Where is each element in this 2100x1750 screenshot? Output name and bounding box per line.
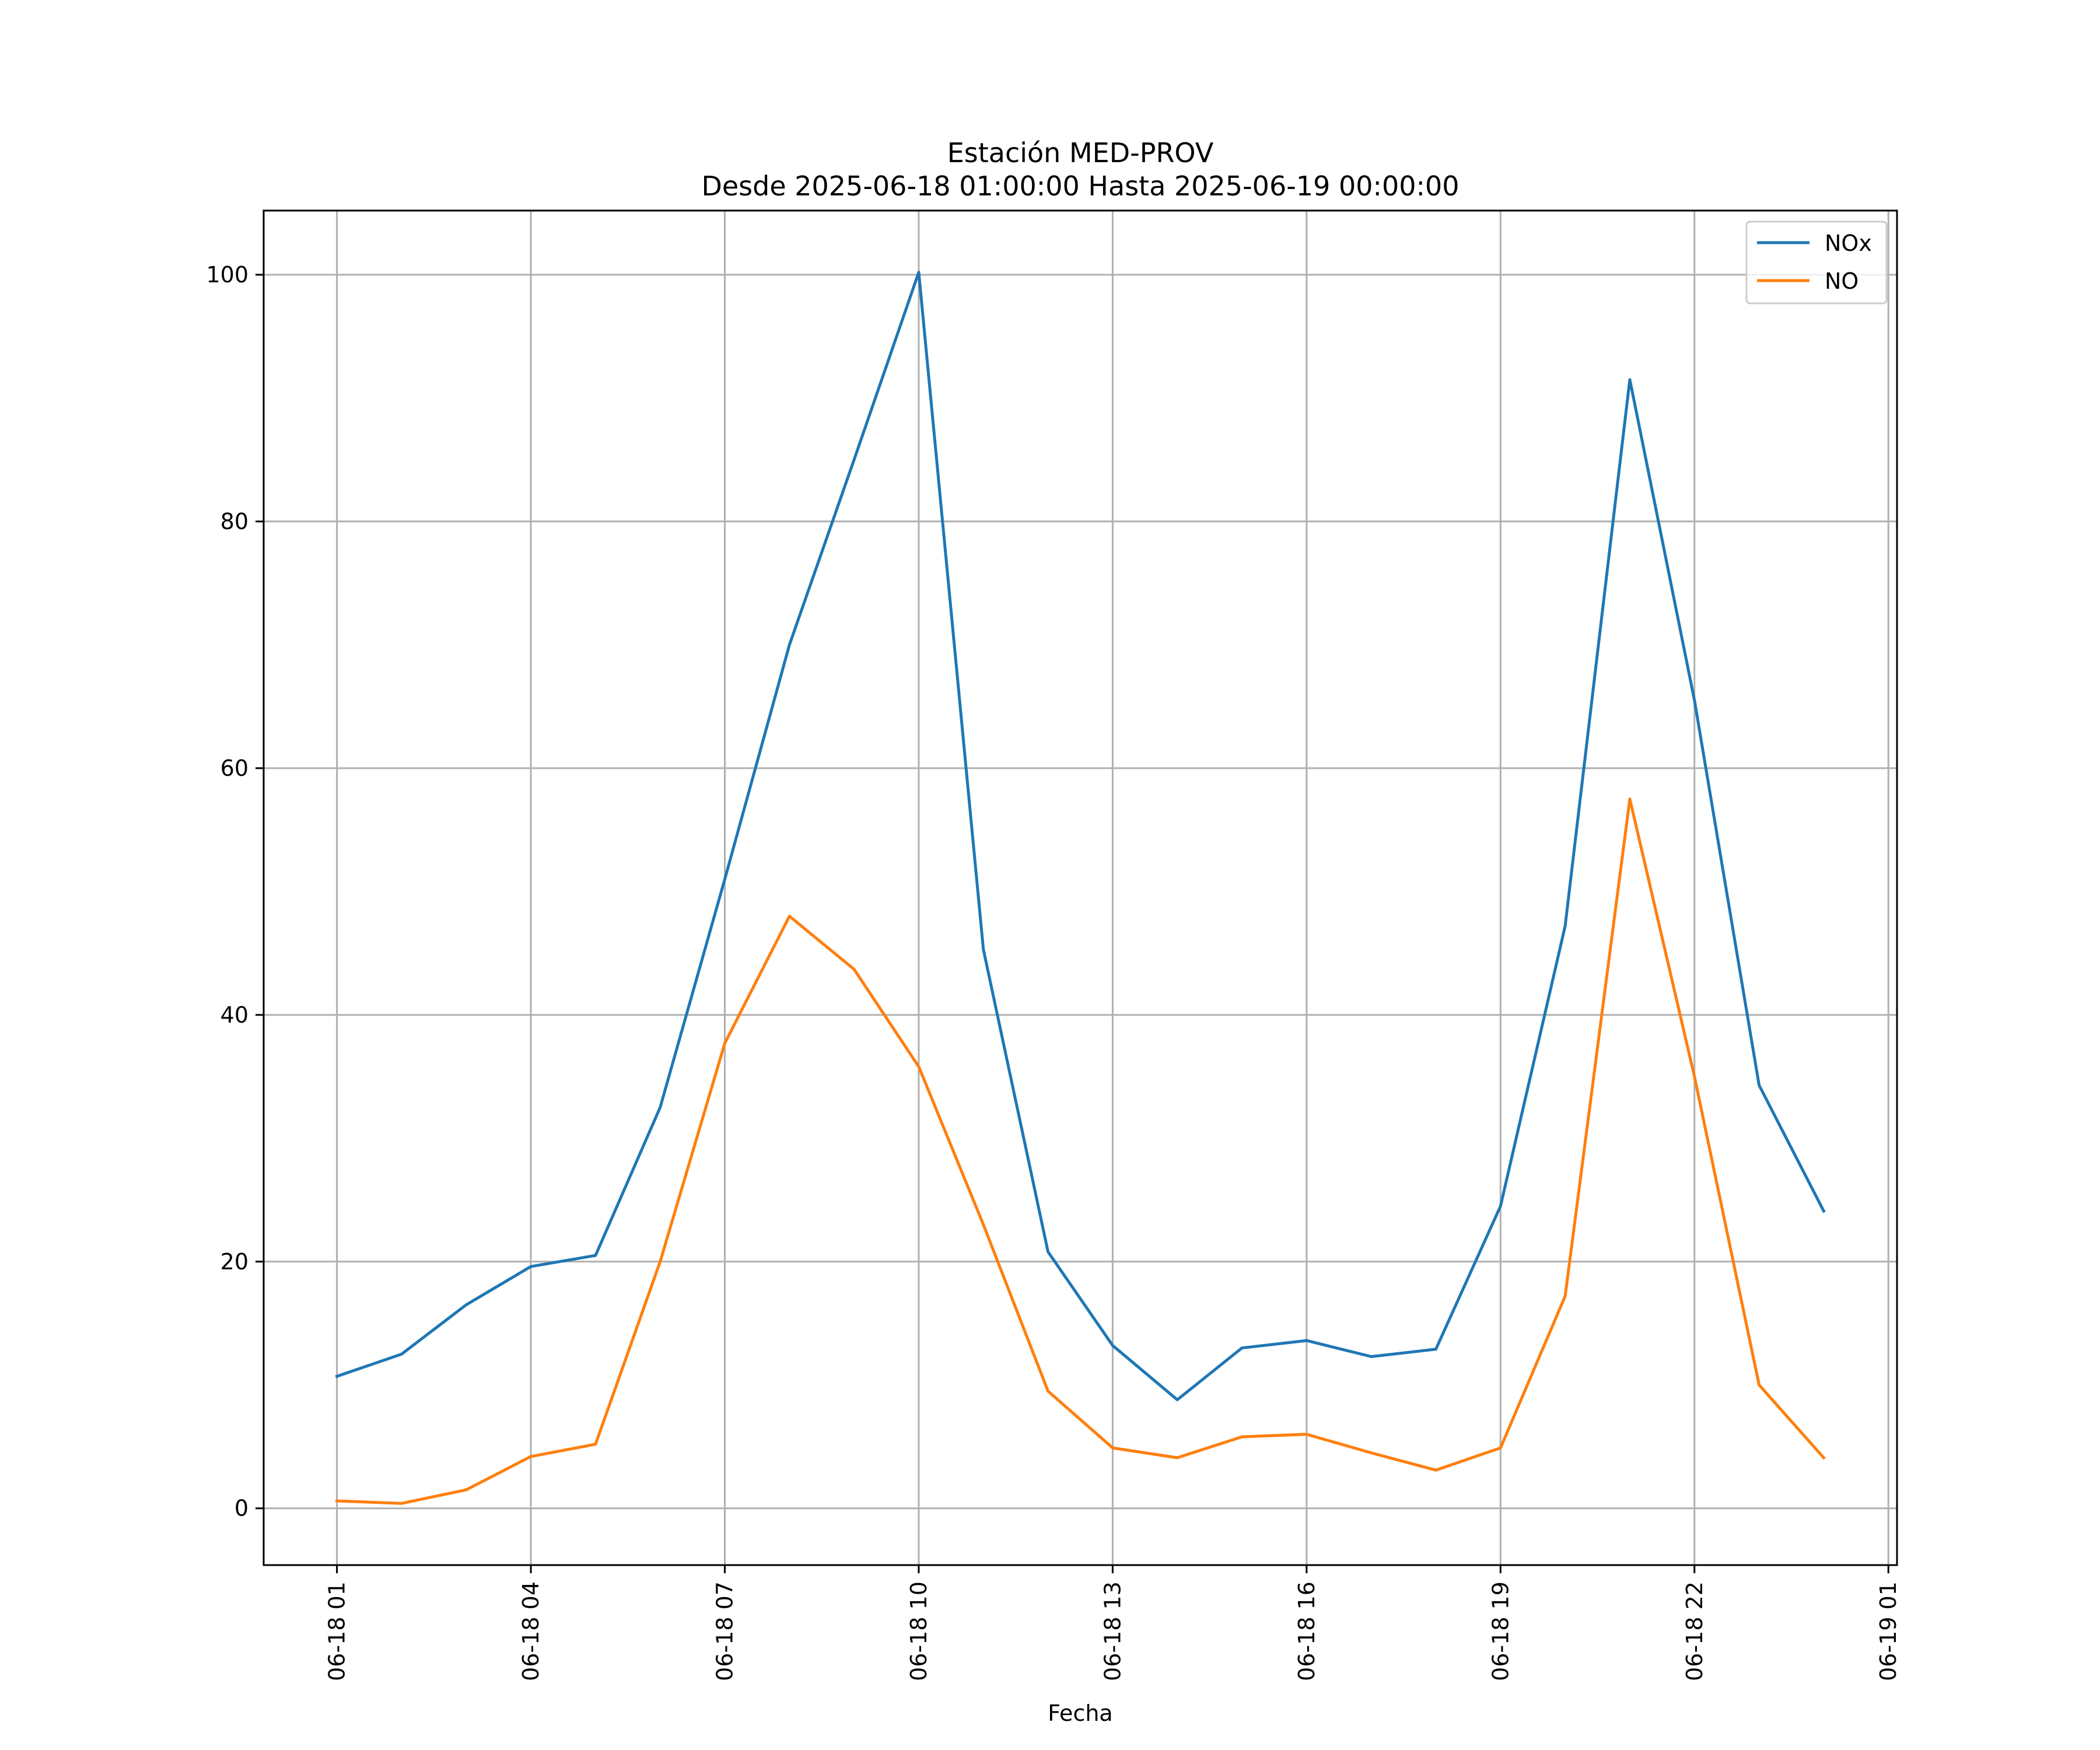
y-axis-ticks: 0 20 40 60 80 100 [206, 262, 264, 1521]
legend: NOx NO [1745, 220, 1888, 304]
x-tick-label: 06-18 22 [1682, 1581, 1707, 1681]
y-tick-label: 0 [235, 1496, 249, 1521]
chart-title: Estación MED-PROV [947, 137, 1214, 169]
x-tick-label: 06-18 16 [1294, 1581, 1320, 1681]
legend-label-no: NO [1825, 268, 1859, 294]
x-axis-ticks: 06-18 01 06-18 04 06-18 07 06-18 10 06-18 13… [324, 1565, 1901, 1681]
y-tick-label: 40 [220, 1002, 249, 1028]
x-tick-label: 06-18 13 [1100, 1581, 1125, 1681]
chart-subtitle: Desde 2025-06-18 01:00:00 Hasta 2025-06-… [701, 170, 1459, 202]
series-line-nox [335, 271, 1826, 1402]
y-tick-label: 60 [220, 755, 249, 781]
x-tick-label: 06-18 01 [324, 1581, 350, 1681]
grid-lines [264, 211, 1897, 1565]
x-tick-label: 06-18 04 [518, 1581, 544, 1681]
x-axis-label: Fecha [1048, 1700, 1112, 1726]
legend-label-nox: NOx [1825, 230, 1872, 256]
y-tick-label: 20 [220, 1249, 249, 1275]
y-tick-label: 100 [206, 262, 249, 288]
x-tick-label: 06-18 10 [906, 1581, 932, 1681]
x-tick-label: 06-19 01 [1875, 1581, 1901, 1681]
x-tick-label: 06-18 19 [1488, 1581, 1513, 1681]
x-tick-label: 06-18 07 [712, 1581, 738, 1681]
series-line-no [335, 797, 1826, 1505]
plot-frame [262, 209, 1898, 1566]
series-lines [335, 271, 1826, 1505]
y-tick-label: 80 [220, 509, 249, 534]
